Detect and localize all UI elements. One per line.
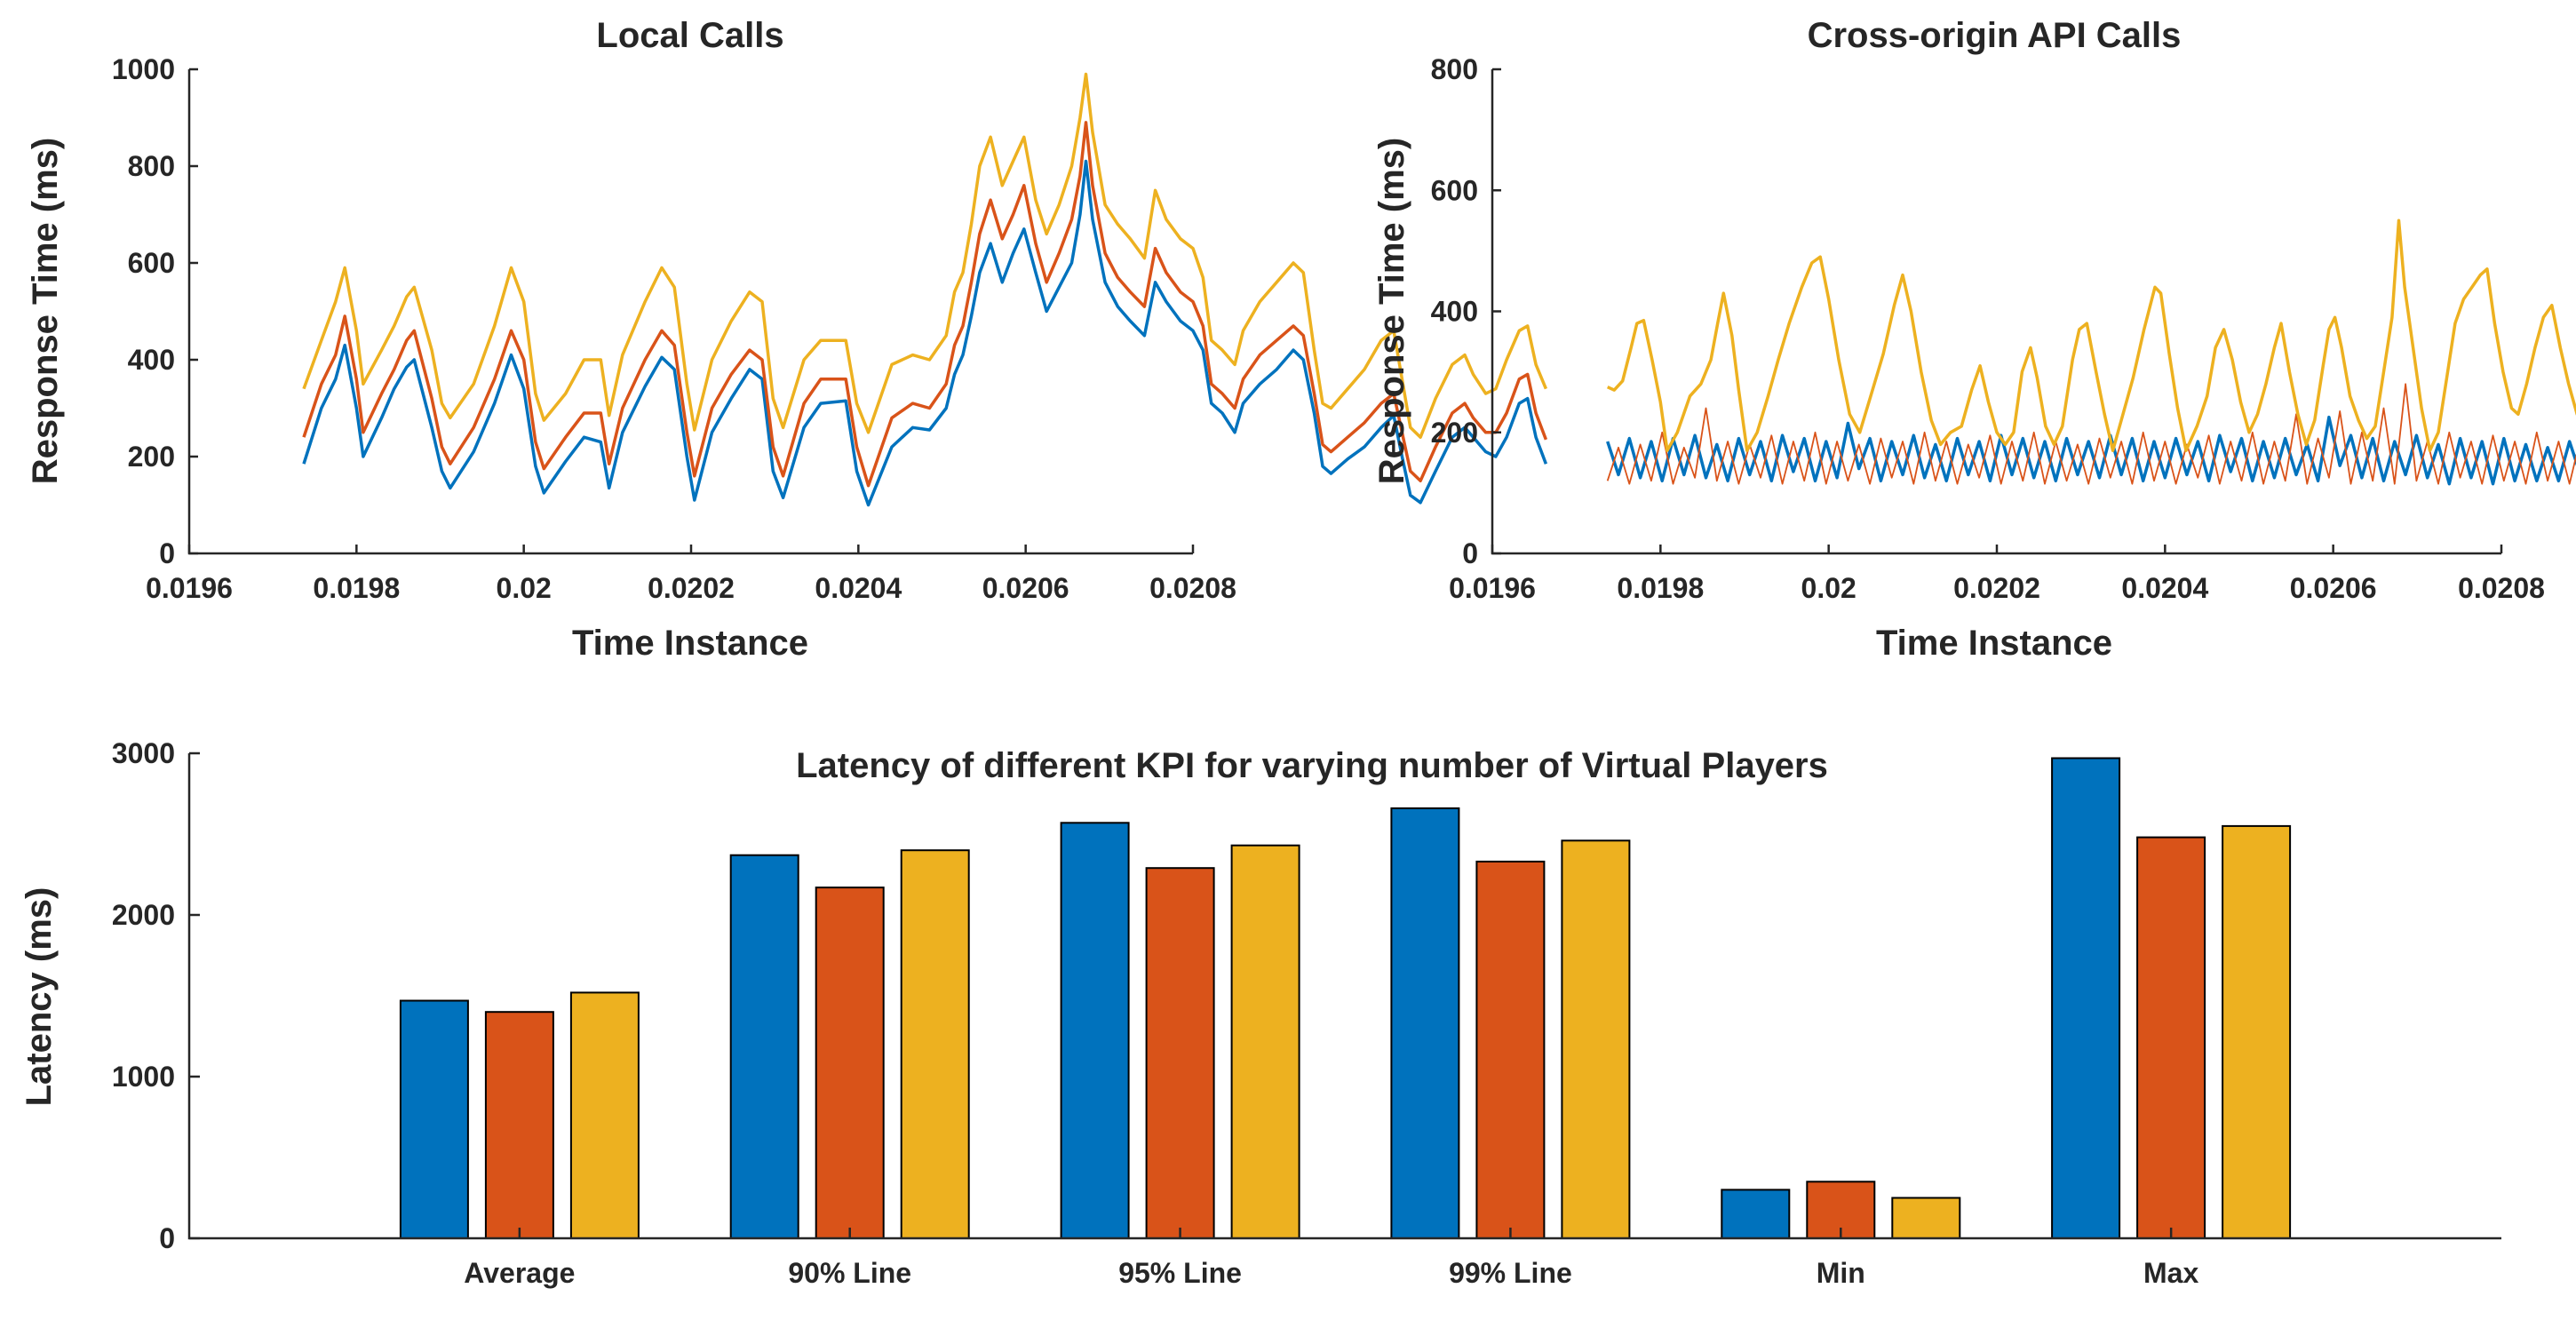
series-line-yellow [1606, 219, 2576, 452]
bar-blue [1721, 1189, 1791, 1240]
y-tick-label: 800 [1431, 53, 1478, 85]
bar-orange [484, 1011, 554, 1239]
bar-blue [1390, 807, 1460, 1240]
bar-yellow [1561, 839, 1631, 1239]
x-tick-label: 0.0202 [1953, 572, 2040, 604]
latency-bar-chart: Latency of different KPI for varying num… [20, 737, 2501, 1289]
x-tick-label: 0.02 [1801, 572, 1856, 604]
y-tick-label: 200 [1431, 417, 1478, 449]
x-tick-label: 0.0196 [146, 572, 233, 604]
bar-orange [815, 887, 885, 1239]
y-axis-label: Response Time (ms) [1372, 138, 1411, 485]
x-tick-group: 0.0196 0.0198 0.02 0.0202 0.0204 0.0206 0.0208 [1449, 545, 2545, 604]
x-tick-label: Max [2143, 1257, 2198, 1289]
y-axis-label: Latency (ms) [20, 887, 59, 1107]
x-axis-label: Time Instance [1876, 624, 2112, 663]
y-tick-label: 400 [128, 344, 175, 376]
axes-lines [187, 69, 1193, 555]
x-tick-label: 0.0204 [2121, 572, 2208, 604]
chart-title: Latency of different KPI for varying num… [796, 746, 1828, 785]
bar-blue [2051, 757, 2121, 1239]
x-tick-label: 0.0198 [313, 572, 400, 604]
bar-blue [1060, 822, 1130, 1239]
y-tick-label: 800 [128, 150, 175, 182]
x-tick-label: 0.0206 [2290, 572, 2377, 604]
series-line-blue [1606, 415, 2576, 486]
chart-title: Local Calls [596, 16, 783, 55]
y-axis-label: Response Time (ms) [26, 138, 65, 485]
x-tick-label: 0.0198 [1617, 572, 1704, 604]
x-axis-label: Time Instance [572, 624, 808, 663]
x-tick-group: Average 90% Line 95% Line 99% Line Min Max [464, 1228, 2198, 1289]
axes-lines [187, 753, 2501, 1240]
local-calls-chart: Local Calls Time Instance Response Time … [26, 16, 1548, 663]
y-tick-label: 0 [1462, 537, 1478, 569]
y-tick-label: 1000 [112, 1061, 175, 1093]
cross-origin-calls-chart: Cross-origin API Calls Time Instance Res… [1372, 16, 2576, 663]
x-tick-label: 0.0206 [982, 572, 1069, 604]
bar-yellow [2222, 824, 2292, 1240]
y-tick-group: 0 200 400 600 800 1000 [112, 53, 198, 569]
bar-blue [729, 854, 799, 1239]
bar-yellow [900, 849, 970, 1239]
y-tick-label: 400 [1431, 296, 1478, 328]
x-tick-label: 0.0208 [1149, 572, 1236, 604]
y-tick-label: 2000 [112, 899, 175, 931]
y-tick-group: 0 200 400 600 800 [1431, 53, 1501, 569]
x-tick-label: 0.0208 [2458, 572, 2545, 604]
y-tick-label: 600 [128, 247, 175, 279]
x-tick-label: Min [1817, 1257, 1865, 1289]
x-tick-label: 95% Line [1118, 1257, 1242, 1289]
x-tick-label: 0.0204 [815, 572, 902, 604]
bar-group [399, 757, 2292, 1240]
x-tick-label: 99% Line [1449, 1257, 1572, 1289]
y-tick-label: 0 [159, 537, 175, 569]
x-tick-group: 0.0196 0.0198 0.02 0.0202 0.0204 0.0206 0.0208 [146, 545, 1236, 604]
series-line-blue [302, 159, 1548, 507]
y-tick-label: 1000 [112, 53, 175, 85]
bar-yellow [569, 991, 640, 1240]
y-tick-label: 3000 [112, 737, 175, 769]
axes-lines [1491, 69, 2501, 555]
x-tick-label: 0.0202 [648, 572, 735, 604]
x-tick-label: 90% Line [788, 1257, 911, 1289]
y-tick-group: 0 1000 2000 3000 [112, 737, 200, 1254]
x-tick-label: 0.0196 [1449, 572, 1536, 604]
series-line-yellow [302, 72, 1548, 439]
bar-orange [1475, 860, 1546, 1240]
line-series-group [1606, 219, 2576, 486]
series-line-orange [302, 121, 1548, 488]
line-series-group [302, 72, 1548, 507]
series-line-orange [1606, 383, 2576, 485]
y-tick-label: 600 [1431, 174, 1478, 206]
y-tick-label: 200 [128, 441, 175, 473]
x-tick-label: 0.02 [497, 572, 552, 604]
chart-title: Cross-origin API Calls [1808, 16, 2182, 55]
y-tick-label: 0 [159, 1222, 175, 1254]
bar-yellow [1891, 1197, 1961, 1239]
x-tick-label: Average [464, 1257, 575, 1289]
bar-blue [399, 999, 469, 1239]
bar-orange [2136, 836, 2206, 1239]
bar-orange [1145, 867, 1215, 1239]
bar-yellow [1230, 844, 1300, 1239]
